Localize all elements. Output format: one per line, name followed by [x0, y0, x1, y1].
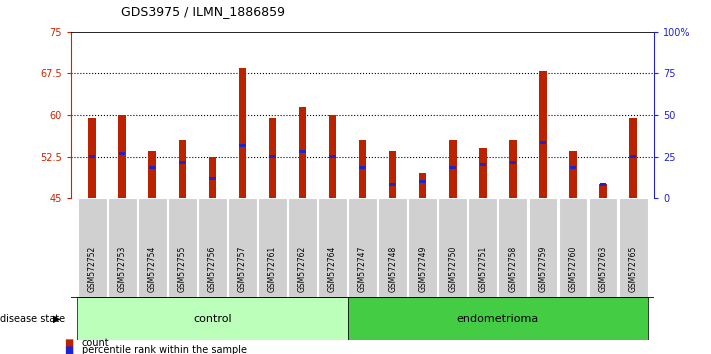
- Bar: [119, 115, 126, 198]
- FancyBboxPatch shape: [77, 198, 107, 297]
- Bar: [239, 144, 246, 147]
- Text: GSM572753: GSM572753: [118, 246, 127, 292]
- FancyBboxPatch shape: [559, 198, 587, 297]
- Bar: [599, 184, 606, 198]
- Text: disease state: disease state: [0, 314, 65, 324]
- Bar: [209, 177, 215, 180]
- Bar: [299, 150, 306, 153]
- Bar: [208, 157, 216, 198]
- FancyBboxPatch shape: [378, 198, 407, 297]
- Bar: [149, 151, 156, 198]
- Bar: [449, 166, 456, 169]
- Text: GSM572754: GSM572754: [148, 246, 156, 292]
- FancyBboxPatch shape: [138, 198, 166, 297]
- FancyBboxPatch shape: [528, 198, 557, 297]
- FancyBboxPatch shape: [77, 297, 348, 340]
- Bar: [178, 140, 186, 198]
- Bar: [510, 161, 516, 164]
- Text: GSM572752: GSM572752: [87, 246, 97, 292]
- FancyBboxPatch shape: [288, 198, 317, 297]
- Bar: [539, 71, 547, 198]
- Bar: [239, 68, 246, 198]
- Text: GSM572762: GSM572762: [298, 246, 307, 292]
- Bar: [479, 164, 486, 166]
- Text: ■: ■: [64, 338, 73, 348]
- Text: GSM572747: GSM572747: [358, 246, 367, 292]
- Text: GSM572748: GSM572748: [388, 246, 397, 292]
- Bar: [419, 180, 426, 183]
- FancyBboxPatch shape: [198, 198, 227, 297]
- Bar: [269, 155, 276, 158]
- Bar: [299, 107, 306, 198]
- FancyBboxPatch shape: [228, 198, 257, 297]
- Text: GSM572761: GSM572761: [268, 246, 277, 292]
- Bar: [119, 152, 126, 155]
- Text: endometrioma: endometrioma: [456, 314, 539, 324]
- Text: ■: ■: [64, 346, 73, 354]
- Bar: [390, 183, 396, 186]
- FancyBboxPatch shape: [168, 198, 197, 297]
- Text: GSM572755: GSM572755: [178, 246, 187, 292]
- Bar: [449, 140, 456, 198]
- Text: GSM572749: GSM572749: [418, 246, 427, 292]
- Bar: [359, 140, 366, 198]
- FancyBboxPatch shape: [589, 198, 617, 297]
- Bar: [149, 166, 156, 169]
- Text: GSM572763: GSM572763: [599, 246, 607, 292]
- Text: GSM572758: GSM572758: [508, 246, 518, 292]
- Text: GSM572756: GSM572756: [208, 246, 217, 292]
- FancyBboxPatch shape: [108, 198, 137, 297]
- FancyBboxPatch shape: [348, 297, 648, 340]
- Bar: [630, 155, 636, 158]
- Bar: [479, 148, 486, 198]
- Bar: [540, 141, 546, 144]
- Bar: [359, 166, 366, 169]
- Bar: [328, 115, 336, 198]
- FancyBboxPatch shape: [439, 198, 467, 297]
- Bar: [329, 155, 336, 158]
- Text: GSM572760: GSM572760: [569, 246, 577, 292]
- Text: ▶: ▶: [53, 314, 61, 324]
- Text: GSM572765: GSM572765: [629, 246, 638, 292]
- FancyBboxPatch shape: [318, 198, 347, 297]
- Bar: [89, 155, 95, 158]
- Text: count: count: [82, 338, 109, 348]
- FancyBboxPatch shape: [498, 198, 528, 297]
- Text: GSM572764: GSM572764: [328, 246, 337, 292]
- Bar: [179, 161, 186, 164]
- Bar: [88, 118, 96, 198]
- Text: GSM572757: GSM572757: [238, 246, 247, 292]
- Bar: [389, 151, 397, 198]
- FancyBboxPatch shape: [408, 198, 437, 297]
- FancyBboxPatch shape: [348, 198, 377, 297]
- Bar: [419, 173, 427, 198]
- Text: GDS3975 / ILMN_1886859: GDS3975 / ILMN_1886859: [121, 5, 285, 18]
- Bar: [629, 118, 637, 198]
- Text: GSM572751: GSM572751: [479, 246, 487, 292]
- FancyBboxPatch shape: [258, 198, 287, 297]
- FancyBboxPatch shape: [469, 198, 497, 297]
- Text: GSM572759: GSM572759: [538, 246, 547, 292]
- Text: percentile rank within the sample: percentile rank within the sample: [82, 346, 247, 354]
- Bar: [570, 166, 577, 169]
- Bar: [269, 118, 276, 198]
- Text: GSM572750: GSM572750: [448, 246, 457, 292]
- FancyBboxPatch shape: [619, 198, 648, 297]
- Bar: [599, 183, 606, 186]
- Bar: [509, 140, 517, 198]
- Bar: [570, 151, 577, 198]
- Text: control: control: [193, 314, 232, 324]
